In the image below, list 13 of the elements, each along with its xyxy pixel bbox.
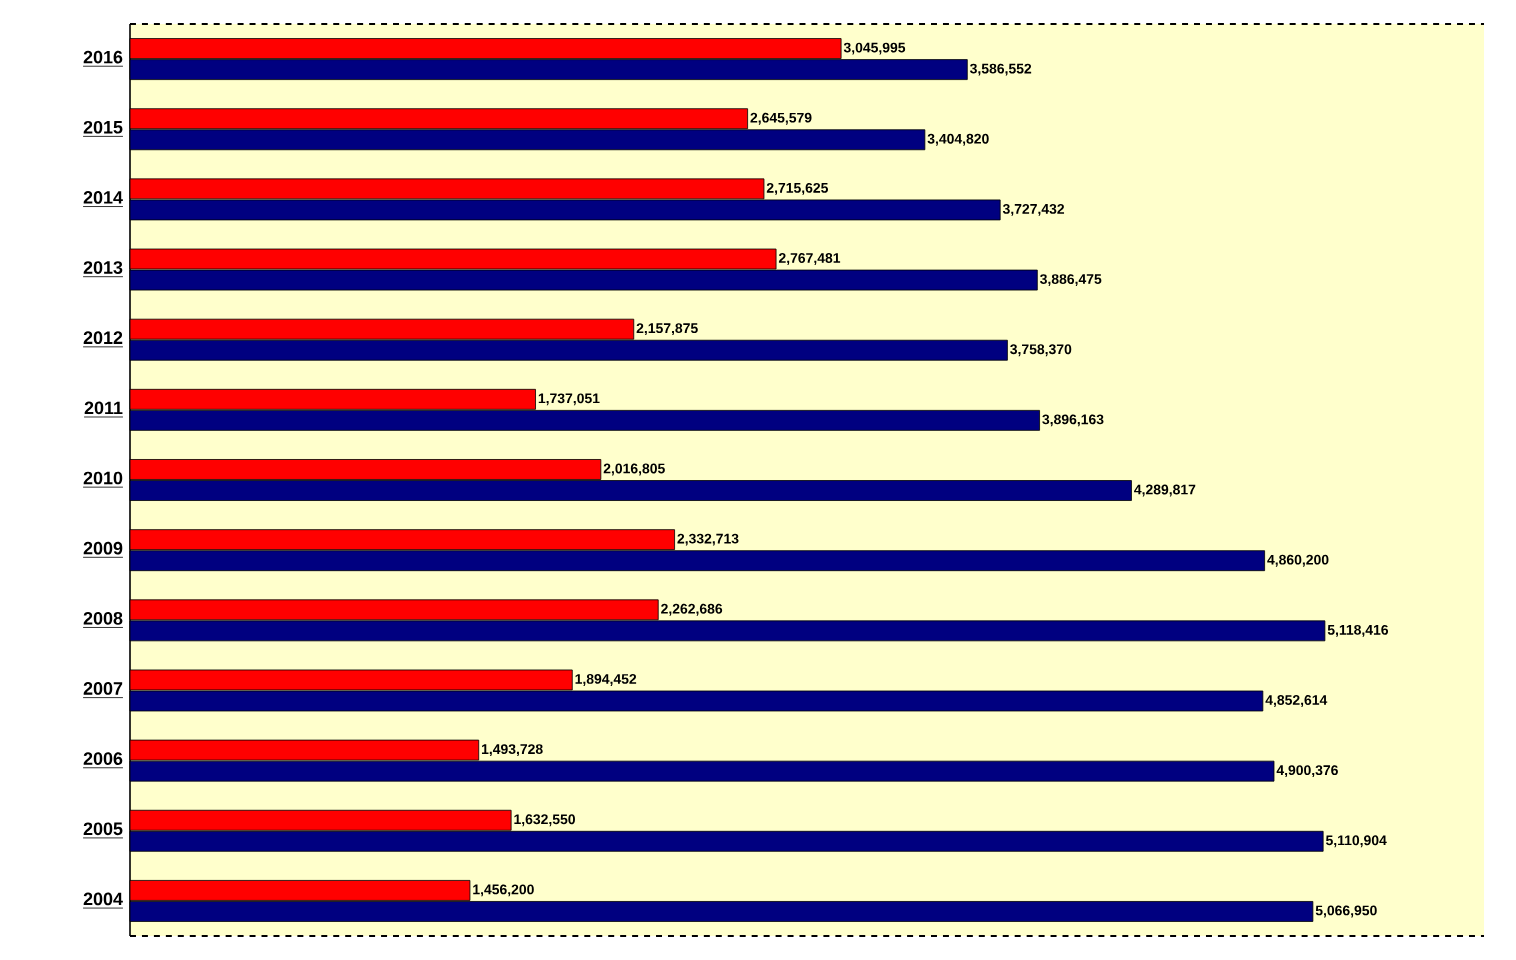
y-tick-label: 2008 bbox=[83, 611, 123, 625]
y-tick-label: 2011 bbox=[84, 401, 123, 415]
y-tick-label: 2007 bbox=[83, 682, 123, 695]
y-tick-label: 2005 bbox=[83, 822, 123, 836]
y-tick-label: 2009 bbox=[83, 541, 123, 555]
y-tick-label: 2014 bbox=[83, 191, 123, 204]
y-tick-label: 2006 bbox=[83, 752, 123, 765]
y-tick-label: 2010 bbox=[83, 471, 123, 485]
y-tick-label: 2016 bbox=[83, 50, 123, 64]
y-tick-label: 2013 bbox=[83, 261, 123, 274]
y-tick-label: 2012 bbox=[83, 331, 123, 345]
y-tick-label: 2015 bbox=[83, 120, 123, 134]
y-tick-label: 2004 bbox=[83, 892, 123, 906]
